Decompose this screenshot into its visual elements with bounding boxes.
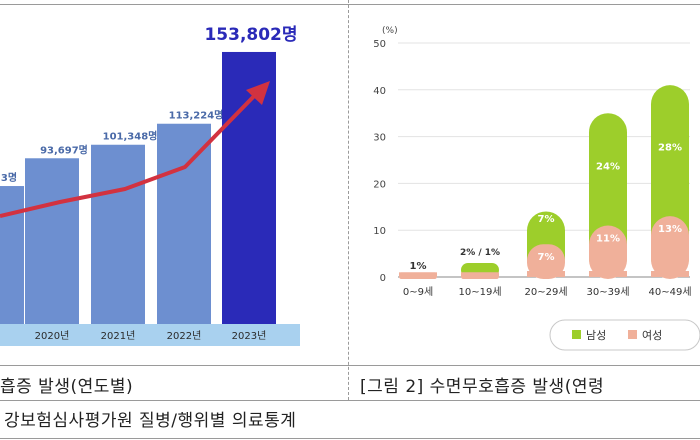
- x-tick-1: 10~19세: [458, 286, 501, 298]
- y-tick-0: 0: [380, 273, 386, 284]
- y-tick-50: 50: [373, 39, 386, 50]
- bar-female-2: [527, 244, 565, 279]
- age-chart: (%) 0 10 20 30 40 50 1% 0~9세 2% / 1% 10~19세 7% 7% 20~…: [373, 26, 700, 351]
- x-axis-band: [0, 324, 300, 346]
- tick-label-3: 2022년: [167, 330, 202, 342]
- yearly-chart: 3명 93,697명 2020년 101,348명 2021년 113,224명 2022년…: [0, 25, 300, 346]
- legend-female-swatch: [628, 330, 637, 339]
- legend-box: [549, 319, 700, 351]
- bar-4: [222, 51, 276, 325]
- legend-male-swatch: [572, 330, 581, 339]
- male-label-3: 24%: [596, 161, 620, 172]
- data-label-0: 3명: [1, 171, 17, 184]
- data-label-2: 101,348명: [103, 130, 158, 143]
- female-label-0: 1%: [410, 261, 427, 272]
- x-tick-3: 30~39세: [586, 286, 629, 298]
- bar-0: [0, 186, 24, 324]
- bar-2: [91, 144, 145, 324]
- legend-female-label: 여성: [642, 329, 662, 342]
- female-label-4: 13%: [658, 224, 682, 235]
- table-divider: [348, 0, 349, 400]
- tick-label-1: 2020년: [35, 330, 70, 342]
- bar-female-base-3: [589, 271, 627, 277]
- table-border-bottom: [0, 438, 700, 439]
- y-tick-40: 40: [373, 86, 386, 97]
- bar-3: [157, 123, 211, 324]
- bar-female-base-1: [461, 272, 499, 277]
- left-caption: 흡증 발생(연도별): [0, 377, 134, 397]
- tick-label-4: 2023년: [232, 330, 267, 342]
- bar-1: [25, 158, 79, 324]
- right-caption: [그림 2] 수면무호흡증 발생(연령: [360, 377, 605, 397]
- y-tick-30: 30: [373, 133, 386, 144]
- bar-female-4: [651, 216, 689, 279]
- y-unit-label: (%): [382, 26, 398, 36]
- male-label-2: 7%: [538, 214, 555, 225]
- legend-male-label: 남성: [586, 329, 606, 342]
- bar-female-3: [589, 225, 627, 279]
- x-tick-2: 20~29세: [524, 286, 567, 298]
- table-border-mid: [0, 365, 700, 366]
- source-note: 강보험심사평가원 질병/행위별 의료통계: [4, 411, 297, 431]
- female-label-3: 11%: [596, 234, 620, 245]
- y-tick-10: 10: [373, 226, 386, 237]
- table-border-top: [0, 4, 700, 5]
- trend-arrow-head: [246, 81, 270, 105]
- female-label-2: 7%: [538, 252, 555, 263]
- bar-female-base-0: [399, 272, 437, 277]
- table-border-caption: [0, 400, 700, 401]
- combined-label-1: 2% / 1%: [460, 248, 500, 258]
- bar-female-base-2: [527, 271, 565, 277]
- bar-female-base-4: [651, 271, 689, 277]
- y-tick-20: 20: [373, 179, 386, 190]
- data-label-3: 113,224명: [169, 109, 224, 122]
- trend-line: [0, 90, 260, 218]
- data-label-4: 153,802명: [204, 25, 297, 45]
- x-tick-0: 0~9세: [403, 286, 433, 298]
- x-tick-4: 40~49세: [648, 286, 691, 298]
- tick-label-2: 2021년: [101, 330, 136, 342]
- data-label-1: 93,697명: [40, 143, 88, 156]
- male-label-4: 28%: [658, 143, 682, 154]
